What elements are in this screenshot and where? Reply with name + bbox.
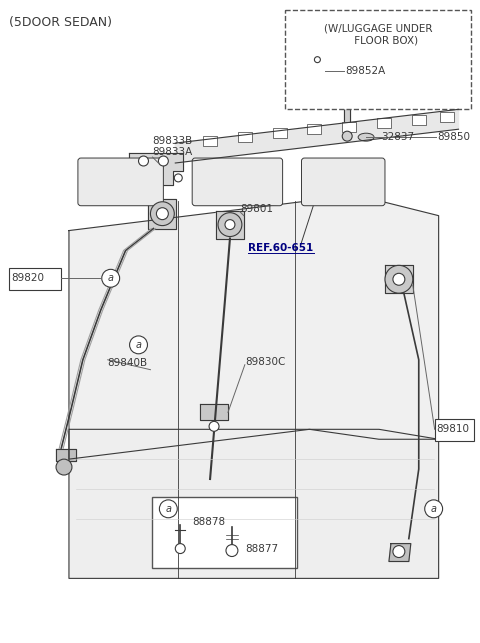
FancyBboxPatch shape	[192, 158, 283, 206]
Circle shape	[226, 545, 238, 557]
Bar	[273, 128, 287, 138]
Circle shape	[139, 156, 148, 166]
Circle shape	[393, 273, 405, 285]
Bar	[9, 268, 61, 290]
Bar	[153, 497, 297, 568]
Circle shape	[225, 220, 235, 230]
Bar	[435, 419, 474, 441]
Circle shape	[314, 57, 320, 62]
Bar	[238, 132, 252, 142]
Polygon shape	[129, 153, 183, 185]
Bar	[285, 10, 471, 109]
Bar	[342, 122, 356, 132]
Polygon shape	[385, 266, 413, 293]
Text: REF.60-651: REF.60-651	[248, 244, 313, 253]
Polygon shape	[344, 102, 350, 131]
Text: 88878: 88878	[192, 517, 225, 527]
Text: a: a	[108, 273, 114, 284]
Text: a: a	[135, 340, 142, 350]
Circle shape	[158, 156, 168, 166]
Ellipse shape	[358, 133, 374, 141]
Circle shape	[56, 459, 72, 475]
Text: (5DOOR SEDAN): (5DOOR SEDAN)	[9, 16, 112, 29]
Bar	[377, 118, 391, 128]
Bar	[203, 136, 217, 146]
Text: 89840B: 89840B	[108, 358, 148, 368]
Bar	[440, 113, 454, 122]
Polygon shape	[69, 201, 439, 459]
Circle shape	[174, 174, 182, 182]
Text: a: a	[165, 504, 171, 514]
Circle shape	[425, 500, 443, 518]
Circle shape	[385, 266, 413, 293]
Text: FLOOR BOX): FLOOR BOX)	[338, 36, 418, 46]
Circle shape	[102, 269, 120, 287]
Polygon shape	[389, 543, 411, 561]
Polygon shape	[216, 211, 244, 239]
Bar	[308, 124, 322, 134]
Polygon shape	[56, 449, 76, 461]
FancyBboxPatch shape	[78, 158, 163, 206]
Polygon shape	[69, 430, 439, 579]
Circle shape	[342, 131, 352, 141]
Text: 89830C: 89830C	[245, 357, 285, 367]
Text: a: a	[431, 504, 437, 514]
Text: 89850: 89850	[438, 132, 470, 142]
Bar	[412, 115, 426, 125]
Text: 89801: 89801	[240, 204, 273, 213]
Circle shape	[150, 202, 174, 226]
Text: 89810: 89810	[437, 424, 469, 434]
Polygon shape	[315, 57, 319, 84]
Circle shape	[209, 421, 219, 431]
Circle shape	[159, 500, 177, 518]
Circle shape	[175, 543, 185, 554]
Text: 89852A: 89852A	[345, 66, 385, 76]
Polygon shape	[312, 80, 325, 89]
Text: 89833B: 89833B	[153, 136, 192, 146]
Text: 88877: 88877	[245, 543, 278, 554]
Polygon shape	[200, 404, 228, 421]
Text: 89833A: 89833A	[153, 147, 192, 157]
FancyBboxPatch shape	[301, 158, 385, 206]
Polygon shape	[148, 199, 176, 228]
Text: 32837: 32837	[381, 132, 414, 142]
Polygon shape	[175, 109, 458, 163]
Text: 89820: 89820	[12, 273, 44, 284]
Circle shape	[218, 213, 242, 237]
Text: (W/LUGGAGE UNDER: (W/LUGGAGE UNDER	[324, 24, 432, 34]
Circle shape	[130, 336, 147, 354]
Circle shape	[393, 546, 405, 557]
Circle shape	[156, 208, 168, 220]
